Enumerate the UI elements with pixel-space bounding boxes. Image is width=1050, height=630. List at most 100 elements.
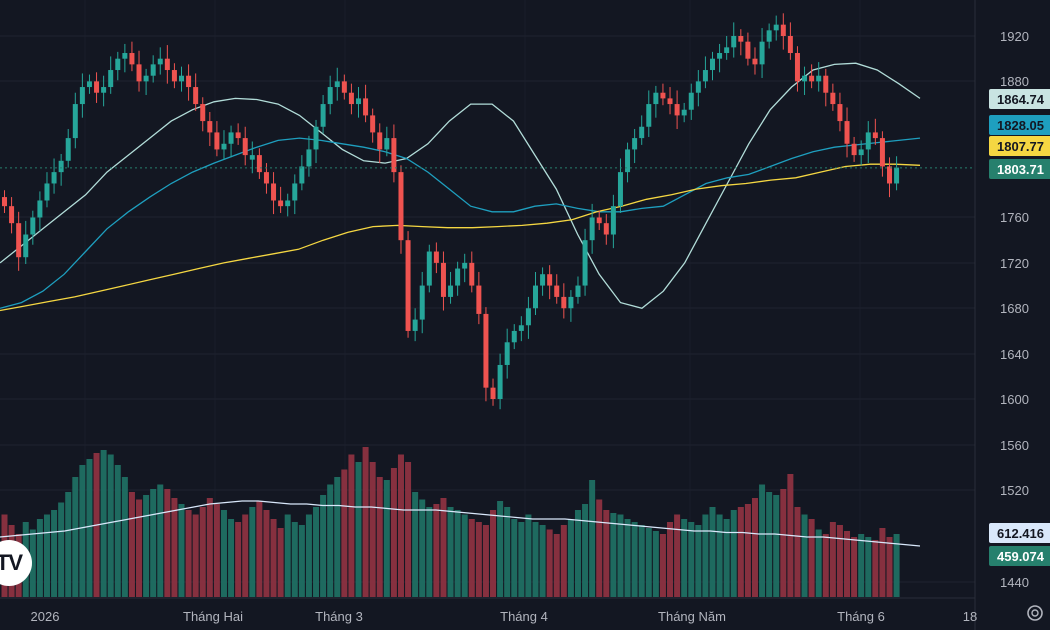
volume-bar bbox=[121, 477, 128, 597]
candle-body bbox=[490, 387, 496, 399]
volume-bar bbox=[702, 514, 709, 597]
candle-body bbox=[731, 36, 737, 48]
candle-body bbox=[596, 217, 602, 224]
y-tick-label: 1520 bbox=[1000, 483, 1029, 498]
volume-bar bbox=[829, 522, 836, 597]
candle-body bbox=[617, 172, 623, 207]
price-badge bbox=[989, 115, 1050, 135]
x-axis: 2026 Tháng Hai Tháng 3 Tháng 4 Tháng Năm Thán… bbox=[0, 0, 977, 630]
price-badge bbox=[989, 159, 1050, 179]
volume-bar bbox=[886, 537, 893, 597]
candle-body bbox=[702, 70, 708, 82]
volume-bar bbox=[341, 469, 348, 597]
candle-body bbox=[320, 104, 326, 127]
volume-bar bbox=[171, 498, 178, 597]
candle-body bbox=[242, 138, 248, 156]
candle-body bbox=[511, 330, 517, 343]
candle-body bbox=[455, 268, 461, 286]
candle-body bbox=[759, 41, 765, 65]
candle-body bbox=[518, 325, 524, 331]
candle-body bbox=[695, 81, 701, 93]
candle-body bbox=[228, 132, 234, 144]
volume-bar bbox=[405, 462, 412, 597]
volume-bar bbox=[270, 519, 277, 597]
candle-body bbox=[271, 183, 277, 201]
volume-bar bbox=[638, 525, 645, 597]
volume-bar bbox=[334, 477, 341, 597]
volume-bar bbox=[284, 514, 291, 597]
candle-body bbox=[872, 132, 878, 139]
candle-body bbox=[2, 197, 7, 207]
y-tick-label: 1680 bbox=[1000, 301, 1029, 316]
volume-bar bbox=[58, 502, 65, 597]
candle-body bbox=[724, 47, 730, 54]
candle-body bbox=[462, 262, 468, 269]
candle-body bbox=[136, 64, 142, 82]
volume-ma-line bbox=[0, 500, 921, 547]
candle-body bbox=[497, 364, 503, 399]
candle-body bbox=[143, 75, 149, 82]
candle-body bbox=[802, 75, 808, 82]
y-tick-label: 1720 bbox=[1000, 256, 1029, 271]
candle-body bbox=[341, 81, 347, 93]
candle-body bbox=[370, 115, 376, 133]
volume-bar bbox=[780, 489, 787, 597]
volume-bar bbox=[461, 514, 468, 597]
candle-body bbox=[660, 92, 666, 99]
volume-bar bbox=[390, 468, 397, 597]
volume-bar bbox=[433, 504, 440, 597]
volume-bar bbox=[695, 525, 702, 597]
volume-bar bbox=[36, 519, 43, 597]
candle-body bbox=[306, 149, 312, 167]
candle-body bbox=[667, 98, 673, 105]
candle-body bbox=[738, 36, 744, 42]
volume-bar bbox=[553, 534, 560, 597]
candle-body bbox=[157, 58, 163, 65]
volume-badge-label: 612.416 bbox=[997, 526, 1044, 541]
volume-bar bbox=[610, 513, 617, 597]
volume-bar bbox=[652, 531, 659, 597]
candle-body bbox=[865, 132, 871, 150]
y-axis: 1440 1520 1560 1600 1640 1680 1720 1760 1880 1920 bbox=[1000, 29, 1029, 590]
volume-bar bbox=[766, 492, 773, 597]
candle-body bbox=[766, 30, 772, 42]
volume-bar bbox=[617, 514, 624, 597]
candle-body bbox=[894, 167, 900, 184]
price-badge-label: 1807.77 bbox=[997, 139, 1044, 154]
volume-bar bbox=[369, 462, 376, 597]
volume-bar bbox=[532, 522, 539, 597]
candle-body bbox=[589, 217, 595, 241]
volume-bar bbox=[723, 519, 730, 597]
volume-bar bbox=[603, 510, 610, 597]
volume-bar bbox=[320, 495, 327, 597]
candle-body bbox=[533, 285, 538, 309]
candle-body bbox=[476, 285, 482, 314]
candle-body bbox=[249, 155, 255, 160]
candle-body bbox=[568, 296, 574, 309]
volume-bar bbox=[79, 465, 86, 597]
volume-bar bbox=[242, 514, 249, 597]
candle-body bbox=[285, 200, 291, 207]
candle-body bbox=[426, 251, 432, 286]
volume-bar bbox=[518, 522, 525, 597]
volume-bar bbox=[858, 534, 865, 597]
volume-bar bbox=[567, 519, 574, 597]
volume-bar bbox=[596, 499, 603, 597]
candle-body bbox=[9, 206, 15, 224]
volume-bar bbox=[574, 510, 581, 597]
candle-body bbox=[79, 87, 85, 105]
candle-body bbox=[398, 172, 404, 241]
volume-bar bbox=[298, 525, 305, 597]
volume-bar bbox=[454, 510, 461, 597]
volume-bar bbox=[815, 529, 822, 597]
volume-bar bbox=[504, 507, 511, 597]
candle-body bbox=[356, 98, 361, 105]
candlesticks bbox=[2, 13, 900, 410]
settings-gear-icon[interactable] bbox=[1027, 605, 1043, 621]
volume-bar bbox=[582, 504, 589, 597]
price-badge-label: 1864.74 bbox=[997, 92, 1045, 107]
volume-bar bbox=[150, 489, 157, 597]
candle-body bbox=[327, 87, 333, 105]
candle-body bbox=[405, 240, 411, 331]
